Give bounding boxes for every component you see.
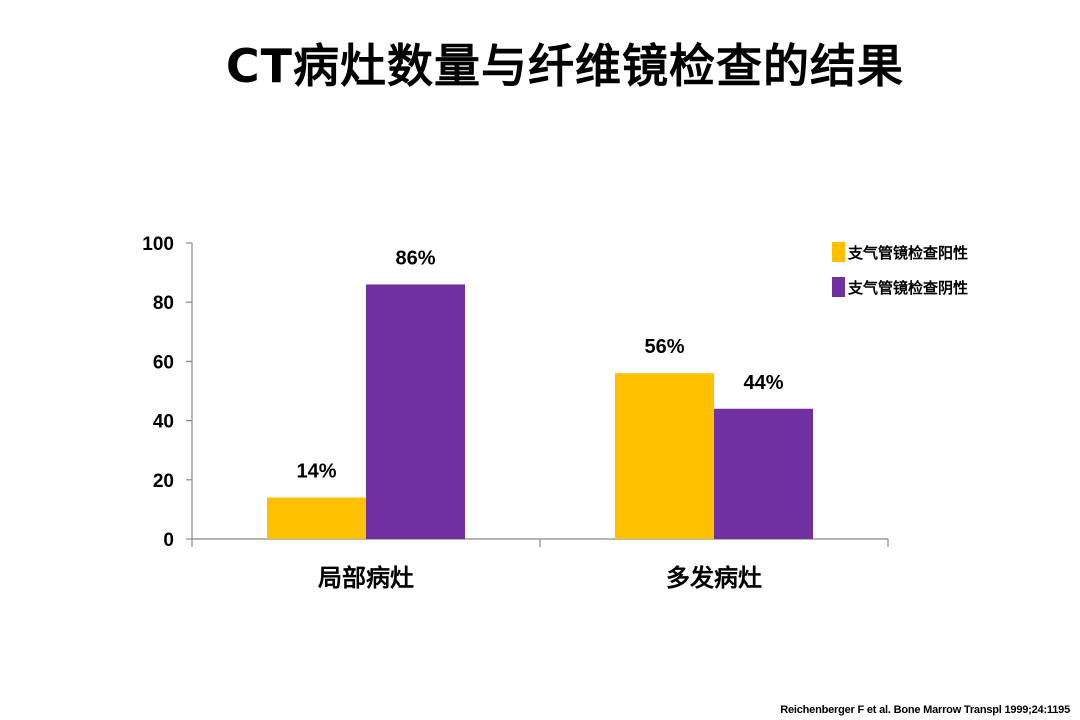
data-label: 86% bbox=[395, 247, 435, 269]
citation: Reichenberger F et al. Bone Marrow Trans… bbox=[780, 704, 1070, 716]
legend-label: 支气管镜检查阴性 bbox=[847, 279, 968, 297]
data-label: 14% bbox=[296, 461, 336, 483]
bar bbox=[615, 373, 714, 539]
bar bbox=[714, 408, 813, 539]
y-tick-label: 80 bbox=[153, 293, 174, 314]
x-category-label: 多发病灶 bbox=[666, 564, 762, 592]
x-category-label: 局部病灶 bbox=[318, 564, 414, 592]
y-tick-label: 20 bbox=[153, 471, 174, 492]
data-label: 44% bbox=[743, 372, 783, 394]
bar bbox=[366, 284, 465, 539]
y-tick-label: 100 bbox=[142, 234, 174, 255]
legend-label: 支气管镜检查阳性 bbox=[847, 244, 968, 262]
slide-title: CT病灶数量与纤维镜检查的结果 bbox=[225, 39, 905, 93]
legend-swatch bbox=[832, 242, 845, 262]
y-tick-label: 0 bbox=[163, 530, 174, 551]
y-tick-label: 40 bbox=[153, 412, 174, 433]
data-label: 56% bbox=[644, 336, 684, 358]
y-tick-label: 60 bbox=[153, 352, 174, 373]
bar bbox=[267, 497, 366, 539]
legend-swatch bbox=[832, 277, 845, 297]
